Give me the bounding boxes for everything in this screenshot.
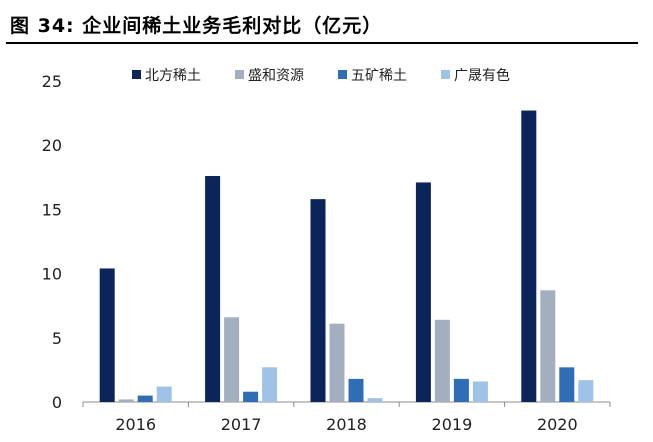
x-tick-label: 2020 [537, 415, 578, 434]
bar [118, 399, 134, 402]
y-tick-label: 25 [42, 72, 62, 91]
legend-swatch [132, 70, 141, 79]
legend-label: 盛和资源 [248, 68, 304, 84]
chart-container: 0 5 10 15 20 25 2016 2017 2018 2019 2020 北方稀土 盛和资源… [0, 46, 653, 438]
bar [243, 391, 259, 402]
y-tick-label: 5 [52, 329, 62, 348]
bar [540, 290, 556, 402]
bar [434, 319, 450, 402]
x-tick-label: 2019 [432, 415, 473, 434]
bars-group [99, 110, 594, 403]
y-axis: 0 5 10 15 20 25 [42, 72, 62, 412]
x-tick-label: 2017 [221, 415, 262, 434]
bar [156, 386, 172, 402]
bar [559, 367, 575, 402]
legend: 北方稀土 盛和资源 五矿稀土 广晟有色 [132, 67, 510, 84]
legend-swatch [235, 70, 244, 79]
legend-label: 北方稀土 [145, 68, 201, 84]
bar-chart: 0 5 10 15 20 25 2016 2017 2018 2019 2020 北方稀土 盛和资源… [42, 67, 611, 434]
bar [137, 395, 153, 402]
legend-swatch [338, 70, 347, 79]
legend-label: 五矿稀土 [351, 68, 407, 84]
bar [310, 199, 326, 402]
x-tick-label: 2018 [326, 415, 367, 434]
bar [578, 380, 594, 402]
y-tick-label: 20 [42, 136, 62, 155]
bar [367, 398, 383, 402]
y-tick-label: 0 [52, 393, 62, 412]
figure-title: 图 34: 企业间稀土业务毛利对比（亿元） [10, 15, 383, 37]
bar [224, 317, 240, 402]
bar [329, 323, 345, 402]
legend-swatch [441, 70, 450, 79]
x-tick-label: 2016 [115, 415, 156, 434]
bar [472, 381, 488, 402]
bar [205, 176, 221, 402]
x-axis: 2016 2017 2018 2019 2020 [82, 401, 611, 434]
bar [348, 378, 364, 402]
y-tick-label: 10 [42, 265, 62, 284]
y-tick-label: 15 [42, 200, 62, 219]
figure-title-bar: 图 34: 企业间稀土业务毛利对比（亿元） [6, 4, 638, 44]
bar [453, 378, 469, 402]
legend-label: 广晟有色 [454, 67, 510, 84]
bar [99, 268, 115, 402]
bar [415, 182, 431, 402]
bar [262, 367, 278, 402]
bar [521, 110, 537, 403]
